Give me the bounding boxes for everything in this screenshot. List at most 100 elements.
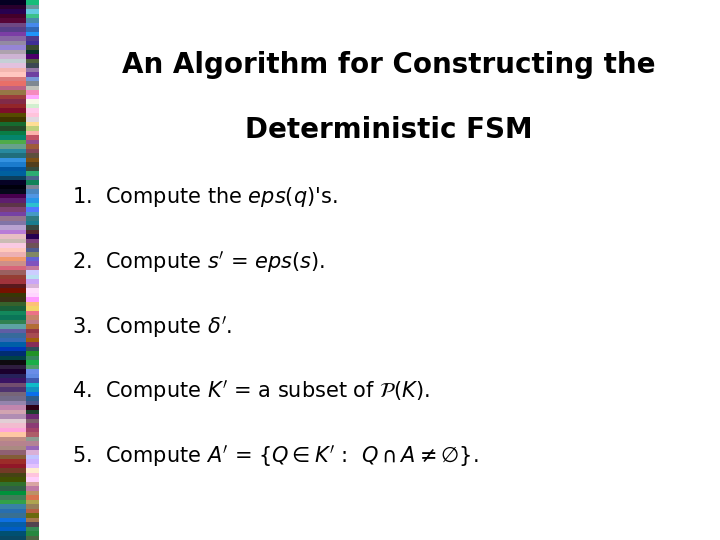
Bar (26, 50, 39, 54)
Bar (0, 463, 26, 468)
Bar (0, 274, 26, 279)
Bar (26, 338, 39, 342)
Bar (39, 423, 47, 428)
Bar (0, 374, 26, 378)
Bar (39, 72, 47, 77)
Bar (0, 31, 26, 36)
Bar (0, 450, 26, 455)
Bar (39, 347, 47, 351)
Bar (39, 509, 47, 513)
Bar (26, 193, 39, 198)
Bar (0, 54, 26, 58)
Bar (0, 333, 26, 338)
Bar (39, 0, 47, 4)
Bar (26, 108, 39, 112)
Text: 1.  Compute the $\mathit{eps}(q)$'s.: 1. Compute the $\mathit{eps}(q)$'s. (72, 185, 338, 209)
Bar (26, 441, 39, 445)
Bar (26, 94, 39, 99)
Bar (26, 77, 39, 81)
Bar (39, 104, 47, 108)
Bar (0, 148, 26, 153)
Bar (39, 432, 47, 436)
Bar (0, 405, 26, 409)
Bar (39, 315, 47, 320)
Bar (26, 450, 39, 455)
Bar (39, 99, 47, 104)
Bar (0, 436, 26, 441)
Text: 4.  Compute $K'$ = a subset of $\mathcal{P}(K)$.: 4. Compute $K'$ = a subset of $\mathcal{… (72, 379, 430, 404)
Bar (39, 374, 47, 378)
Bar (0, 243, 26, 247)
Bar (39, 198, 47, 202)
Bar (0, 72, 26, 77)
Bar (26, 252, 39, 256)
Bar (0, 220, 26, 225)
Bar (0, 432, 26, 436)
Bar (0, 297, 26, 301)
Bar (39, 261, 47, 266)
Bar (39, 171, 47, 176)
Bar (26, 500, 39, 504)
Bar (26, 310, 39, 315)
Bar (0, 270, 26, 274)
Bar (39, 63, 47, 68)
Bar (26, 401, 39, 405)
Bar (39, 517, 47, 522)
Bar (26, 522, 39, 526)
Bar (26, 392, 39, 396)
Bar (39, 490, 47, 495)
Bar (39, 504, 47, 509)
Bar (0, 310, 26, 315)
Bar (26, 504, 39, 509)
Bar (0, 207, 26, 212)
Bar (0, 225, 26, 229)
Bar (0, 90, 26, 94)
Bar (26, 256, 39, 261)
Bar (0, 409, 26, 414)
Bar (26, 162, 39, 166)
Bar (26, 40, 39, 45)
Bar (0, 360, 26, 364)
Bar (26, 90, 39, 94)
Bar (26, 490, 39, 495)
Bar (26, 414, 39, 418)
Bar (0, 230, 26, 234)
Bar (39, 441, 47, 445)
Text: 3.  Compute $\delta'$.: 3. Compute $\delta'$. (72, 314, 233, 340)
Bar (39, 436, 47, 441)
Bar (26, 315, 39, 320)
Bar (0, 455, 26, 459)
Bar (26, 423, 39, 428)
Bar (0, 266, 26, 270)
Bar (26, 176, 39, 180)
Bar (0, 94, 26, 99)
Bar (26, 297, 39, 301)
Bar (39, 243, 47, 247)
Bar (0, 135, 26, 139)
Bar (39, 50, 47, 54)
Bar (0, 216, 26, 220)
Bar (0, 513, 26, 517)
Bar (0, 189, 26, 193)
Bar (0, 355, 26, 360)
Bar (0, 328, 26, 333)
Bar (26, 261, 39, 266)
Bar (0, 131, 26, 135)
Bar (0, 500, 26, 504)
Bar (0, 526, 26, 531)
Text: 5.  Compute $A'$ = {$Q \in K'$ :  $Q \cap A \neq \varnothing$}.: 5. Compute $A'$ = {$Q \in K'$ : $Q \cap … (72, 443, 479, 469)
Bar (0, 77, 26, 81)
Bar (0, 284, 26, 288)
Bar (0, 252, 26, 256)
Bar (0, 58, 26, 63)
Bar (39, 414, 47, 418)
Bar (0, 378, 26, 382)
Bar (39, 513, 47, 517)
Bar (26, 153, 39, 158)
Bar (26, 45, 39, 50)
Bar (26, 382, 39, 387)
Bar (26, 284, 39, 288)
Bar (39, 77, 47, 81)
Bar (0, 99, 26, 104)
Bar (0, 490, 26, 495)
